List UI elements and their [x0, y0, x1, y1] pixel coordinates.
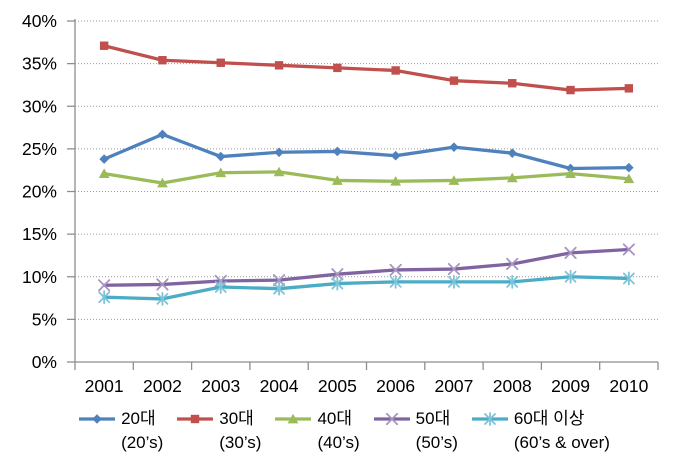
y-axis-tick-label: 15% [22, 224, 57, 244]
x-axis-tick-label: 2006 [376, 376, 415, 396]
x-marker [156, 278, 169, 291]
diamond-marker [274, 147, 284, 158]
square-marker [274, 61, 284, 70]
y-axis-tick-label: 10% [22, 267, 57, 287]
y-axis-tick-label: 0% [32, 352, 57, 372]
x-axis-tick-label: 2004 [260, 376, 299, 396]
triangle-marker [288, 413, 299, 424]
x-axis-tick-label: 2001 [85, 376, 124, 396]
y-axis-tick-label: 5% [32, 309, 57, 329]
x-axis-tick-label: 2007 [434, 376, 473, 396]
triangle-marker [623, 173, 635, 184]
legend-label-korean: 50대 [415, 409, 451, 428]
legend-label-english: (40’s) [317, 433, 360, 452]
triangle-marker [215, 167, 227, 178]
square-marker [508, 79, 517, 88]
diamond-marker [449, 142, 459, 152]
x-marker [385, 412, 398, 426]
legend-label: 40대 (40’s) [317, 407, 359, 455]
x-marker [389, 263, 402, 277]
diamond-marker [507, 148, 518, 158]
y-axis-tick-label: 30% [22, 96, 57, 116]
legend-label-english: (60’s & over) [513, 433, 610, 452]
diamond-marker [157, 129, 168, 140]
square-marker [391, 66, 400, 75]
square-marker [624, 84, 634, 93]
legend-label-korean: 30대 [219, 409, 254, 428]
diamond-marker [215, 151, 226, 162]
series-50대 [98, 243, 635, 292]
diamond-marker [99, 154, 109, 164]
triangle-marker [390, 176, 402, 186]
diamond-marker [92, 414, 102, 424]
legend-label-korean: 60대 이상 [513, 409, 585, 428]
x-marker [506, 257, 519, 271]
legend-label: 20대 (20’s) [121, 407, 163, 455]
x-marker [272, 274, 286, 287]
square-marker [99, 41, 109, 50]
legend-label: 60대 이상 (60’s & over) [514, 407, 610, 455]
legend-label-korean: 20대 [121, 409, 156, 428]
x-marker [564, 246, 577, 259]
diamond-marker [332, 146, 343, 157]
x-axis-tick-label: 2010 [609, 376, 648, 396]
x-axis-tick-label: 2002 [143, 376, 182, 396]
triangle-marker [331, 175, 343, 185]
y-axis-tick-label: 25% [22, 139, 57, 159]
y-axis-tick-label: 40% [22, 11, 57, 31]
x-axis-tick-label: 2008 [493, 376, 532, 396]
legend-item-4: 50대 (50’s) [373, 407, 458, 455]
triangle-marker [157, 177, 168, 188]
asterisk-legend-marker-icon [471, 412, 508, 426]
square-marker [449, 76, 459, 85]
legend-item-2: 30대 (30’s) [176, 407, 261, 455]
square-marker [158, 56, 167, 65]
legend-label: 50대 (50’s) [416, 407, 458, 455]
y-axis-tick-label: 20% [22, 182, 57, 202]
diamond-legend-marker-icon [79, 414, 116, 424]
triangle-marker [98, 168, 110, 178]
x-marker [622, 243, 635, 256]
legend-label-english: (20’s) [121, 433, 164, 452]
triangle-marker [506, 172, 518, 183]
diamond-marker [624, 162, 634, 173]
legend-item-5: 60대 이상 (60’s & over) [471, 407, 610, 455]
x-marker [98, 279, 111, 292]
x-axis-tick-label: 2003 [201, 376, 240, 396]
diamond-marker [390, 150, 401, 161]
series-60대 이상 [98, 269, 635, 306]
legend-label-english: (50’s) [415, 433, 458, 452]
triangle-marker [448, 175, 460, 185]
square-marker [216, 58, 225, 67]
age-group-share-line-chart: 0% 5% 10% 15% 20% 25% 30% 35% 40% 2001 2002 2003 200… [22, 11, 659, 396]
square-marker [191, 414, 200, 424]
y-axis-tick-label: 35% [22, 54, 57, 74]
square-legend-marker-icon [177, 414, 214, 424]
square-marker [566, 85, 575, 95]
x-axis-tick-label: 2005 [318, 376, 357, 396]
legend-label-korean: 40대 [317, 409, 353, 428]
legend-label: 30대 (30’s) [219, 407, 261, 455]
series-line [102, 247, 631, 287]
legend-item-3: 40대 (40’s) [274, 407, 360, 455]
square-marker [333, 63, 342, 73]
series-line [102, 44, 631, 92]
triangle-marker [565, 168, 576, 178]
chart-legend: 20대 (20’s) 30대 (30’s) 40대 (40’s) 50대 (50’s) 60대 … [0, 407, 688, 455]
series-line [102, 275, 631, 301]
series-line [102, 132, 631, 171]
x-legend-marker-icon [373, 412, 410, 426]
x-marker [447, 262, 461, 276]
series-line [102, 170, 631, 185]
series-20대 [99, 129, 634, 174]
series-40대 [98, 166, 635, 188]
x-axis-tick-label: 2009 [551, 376, 590, 396]
legend-label-english: (30’s) [219, 433, 262, 452]
triangle-marker [273, 166, 285, 177]
x-marker [331, 268, 344, 281]
series-30대 [99, 41, 634, 95]
legend-item-1: 20대 (20’s) [78, 407, 163, 455]
triangle-legend-marker-icon [275, 413, 312, 424]
